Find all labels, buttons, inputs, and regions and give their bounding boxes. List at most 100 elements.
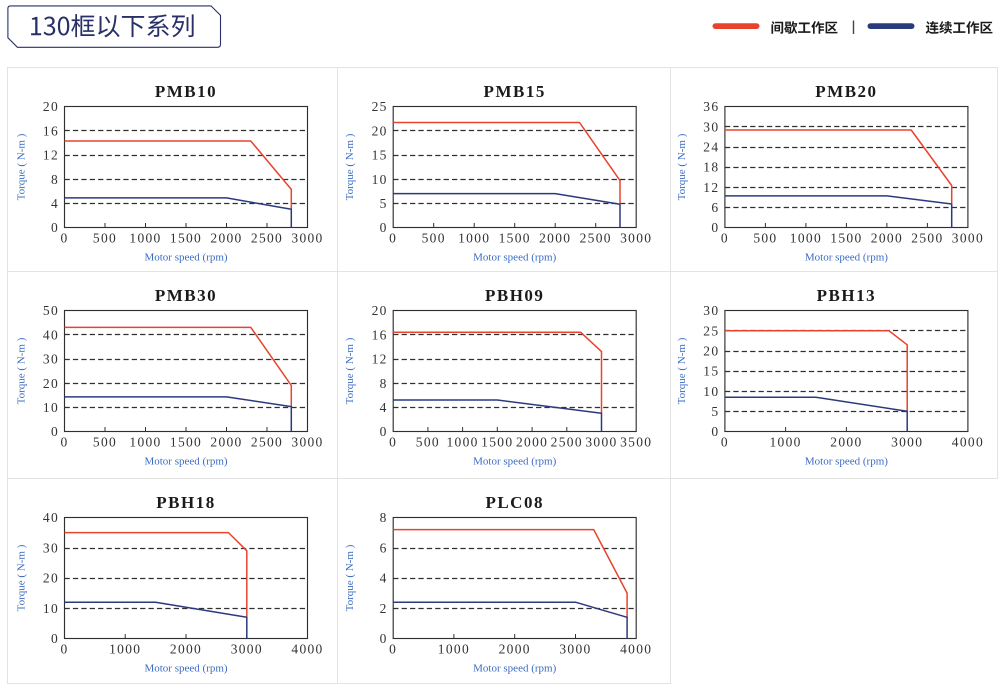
svg-text:20: 20 (43, 571, 59, 586)
svg-text:40: 40 (43, 510, 59, 525)
svg-text:4: 4 (380, 571, 388, 586)
svg-text:PMB10: PMB10 (155, 82, 217, 101)
svg-text:20: 20 (372, 123, 388, 138)
svg-text:15: 15 (372, 148, 388, 163)
svg-text:Motor speed (rpm): Motor speed (rpm) (144, 456, 227, 468)
svg-text:3000: 3000 (231, 642, 263, 657)
svg-text:8: 8 (380, 376, 388, 391)
svg-text:3000: 3000 (891, 435, 923, 450)
svg-text:2500: 2500 (551, 435, 583, 450)
svg-text:1500: 1500 (499, 231, 531, 246)
svg-text:16: 16 (43, 123, 59, 138)
svg-text:10: 10 (703, 384, 719, 399)
svg-text:20: 20 (43, 99, 59, 114)
svg-text:18: 18 (703, 160, 719, 175)
svg-text:PBH09: PBH09 (485, 286, 544, 305)
svg-text:PMB20: PMB20 (815, 82, 877, 101)
svg-text:2500: 2500 (251, 231, 283, 246)
svg-text:500: 500 (416, 435, 440, 450)
svg-text:500: 500 (753, 231, 777, 246)
svg-text:30: 30 (43, 541, 59, 556)
svg-text:0: 0 (380, 220, 388, 235)
svg-text:16: 16 (372, 327, 388, 342)
svg-text:3500: 3500 (620, 435, 652, 450)
svg-text:Motor speed (rpm): Motor speed (rpm) (144, 663, 227, 675)
svg-text:12: 12 (372, 352, 388, 367)
svg-text:Torque ( N-m ): Torque ( N-m ) (16, 133, 28, 200)
svg-text:30: 30 (703, 119, 719, 134)
svg-text:1500: 1500 (830, 231, 862, 246)
svg-text:12: 12 (703, 180, 719, 195)
svg-text:Torque ( N-m ): Torque ( N-m ) (16, 544, 28, 611)
svg-text:1000: 1000 (790, 231, 822, 246)
svg-text:0: 0 (721, 435, 729, 450)
svg-text:40: 40 (43, 327, 59, 342)
svg-text:20: 20 (372, 303, 388, 318)
svg-text:6: 6 (380, 541, 388, 556)
svg-text:500: 500 (422, 231, 446, 246)
svg-text:0: 0 (711, 220, 719, 235)
svg-text:8: 8 (380, 510, 388, 525)
svg-text:Motor speed (rpm): Motor speed (rpm) (805, 252, 888, 264)
svg-text:Torque ( N-m ): Torque ( N-m ) (344, 544, 356, 611)
svg-text:10: 10 (372, 172, 388, 187)
svg-text:Torque ( N-m ): Torque ( N-m ) (676, 133, 688, 200)
svg-text:8: 8 (51, 172, 59, 187)
svg-text:Torque ( N-m ): Torque ( N-m ) (344, 337, 356, 404)
svg-text:3000: 3000 (952, 231, 984, 246)
svg-text:2000: 2000 (210, 435, 242, 450)
svg-text:PMB15: PMB15 (484, 82, 546, 101)
svg-text:Torque ( N-m ): Torque ( N-m ) (16, 337, 28, 404)
svg-text:500: 500 (93, 231, 117, 246)
svg-text:0: 0 (60, 435, 68, 450)
svg-text:0: 0 (721, 231, 729, 246)
svg-text:PBH13: PBH13 (817, 286, 876, 305)
svg-text:2000: 2000 (499, 642, 531, 657)
svg-text:50: 50 (43, 303, 59, 318)
svg-text:1000: 1000 (446, 435, 478, 450)
svg-text:Motor speed (rpm): Motor speed (rpm) (473, 252, 556, 264)
svg-text:0: 0 (60, 642, 68, 657)
svg-text:0: 0 (51, 424, 59, 439)
svg-text:2000: 2000 (210, 231, 242, 246)
svg-text:0: 0 (51, 631, 59, 646)
svg-text:Torque ( N-m ): Torque ( N-m ) (344, 133, 356, 200)
svg-text:1000: 1000 (129, 435, 161, 450)
svg-text:1000: 1000 (129, 231, 161, 246)
svg-text:PMB30: PMB30 (155, 286, 217, 305)
svg-text:5: 5 (711, 404, 719, 419)
svg-text:Motor speed (rpm): Motor speed (rpm) (805, 456, 888, 468)
svg-text:1500: 1500 (170, 231, 202, 246)
svg-text:PLC08: PLC08 (485, 493, 544, 512)
svg-text:Motor speed (rpm): Motor speed (rpm) (473, 456, 556, 468)
svg-text:Motor speed (rpm): Motor speed (rpm) (144, 252, 227, 264)
svg-text:25: 25 (372, 99, 388, 114)
svg-text:3000: 3000 (585, 435, 617, 450)
svg-text:2500: 2500 (251, 435, 283, 450)
svg-text:6: 6 (711, 200, 719, 215)
svg-text:30: 30 (703, 303, 719, 318)
svg-text:4000: 4000 (620, 642, 652, 657)
svg-text:1500: 1500 (481, 435, 513, 450)
svg-text:2500: 2500 (911, 231, 943, 246)
svg-text:0: 0 (60, 231, 68, 246)
svg-text:5: 5 (380, 196, 388, 211)
svg-text:10: 10 (43, 400, 59, 415)
svg-text:3000: 3000 (620, 231, 652, 246)
svg-text:Torque ( N-m ): Torque ( N-m ) (676, 337, 688, 404)
svg-text:0: 0 (389, 231, 397, 246)
svg-text:4: 4 (51, 196, 59, 211)
svg-text:1000: 1000 (458, 231, 490, 246)
svg-text:4: 4 (380, 400, 388, 415)
svg-text:2000: 2000 (539, 231, 571, 246)
svg-text:0: 0 (389, 642, 397, 657)
svg-text:4000: 4000 (952, 435, 984, 450)
svg-text:2000: 2000 (516, 435, 548, 450)
svg-text:12: 12 (43, 148, 59, 163)
svg-text:2000: 2000 (170, 642, 202, 657)
svg-text:0: 0 (711, 424, 719, 439)
svg-text:2000: 2000 (871, 231, 903, 246)
svg-text:1000: 1000 (109, 642, 141, 657)
svg-text:25: 25 (703, 323, 719, 338)
svg-text:3000: 3000 (291, 435, 323, 450)
